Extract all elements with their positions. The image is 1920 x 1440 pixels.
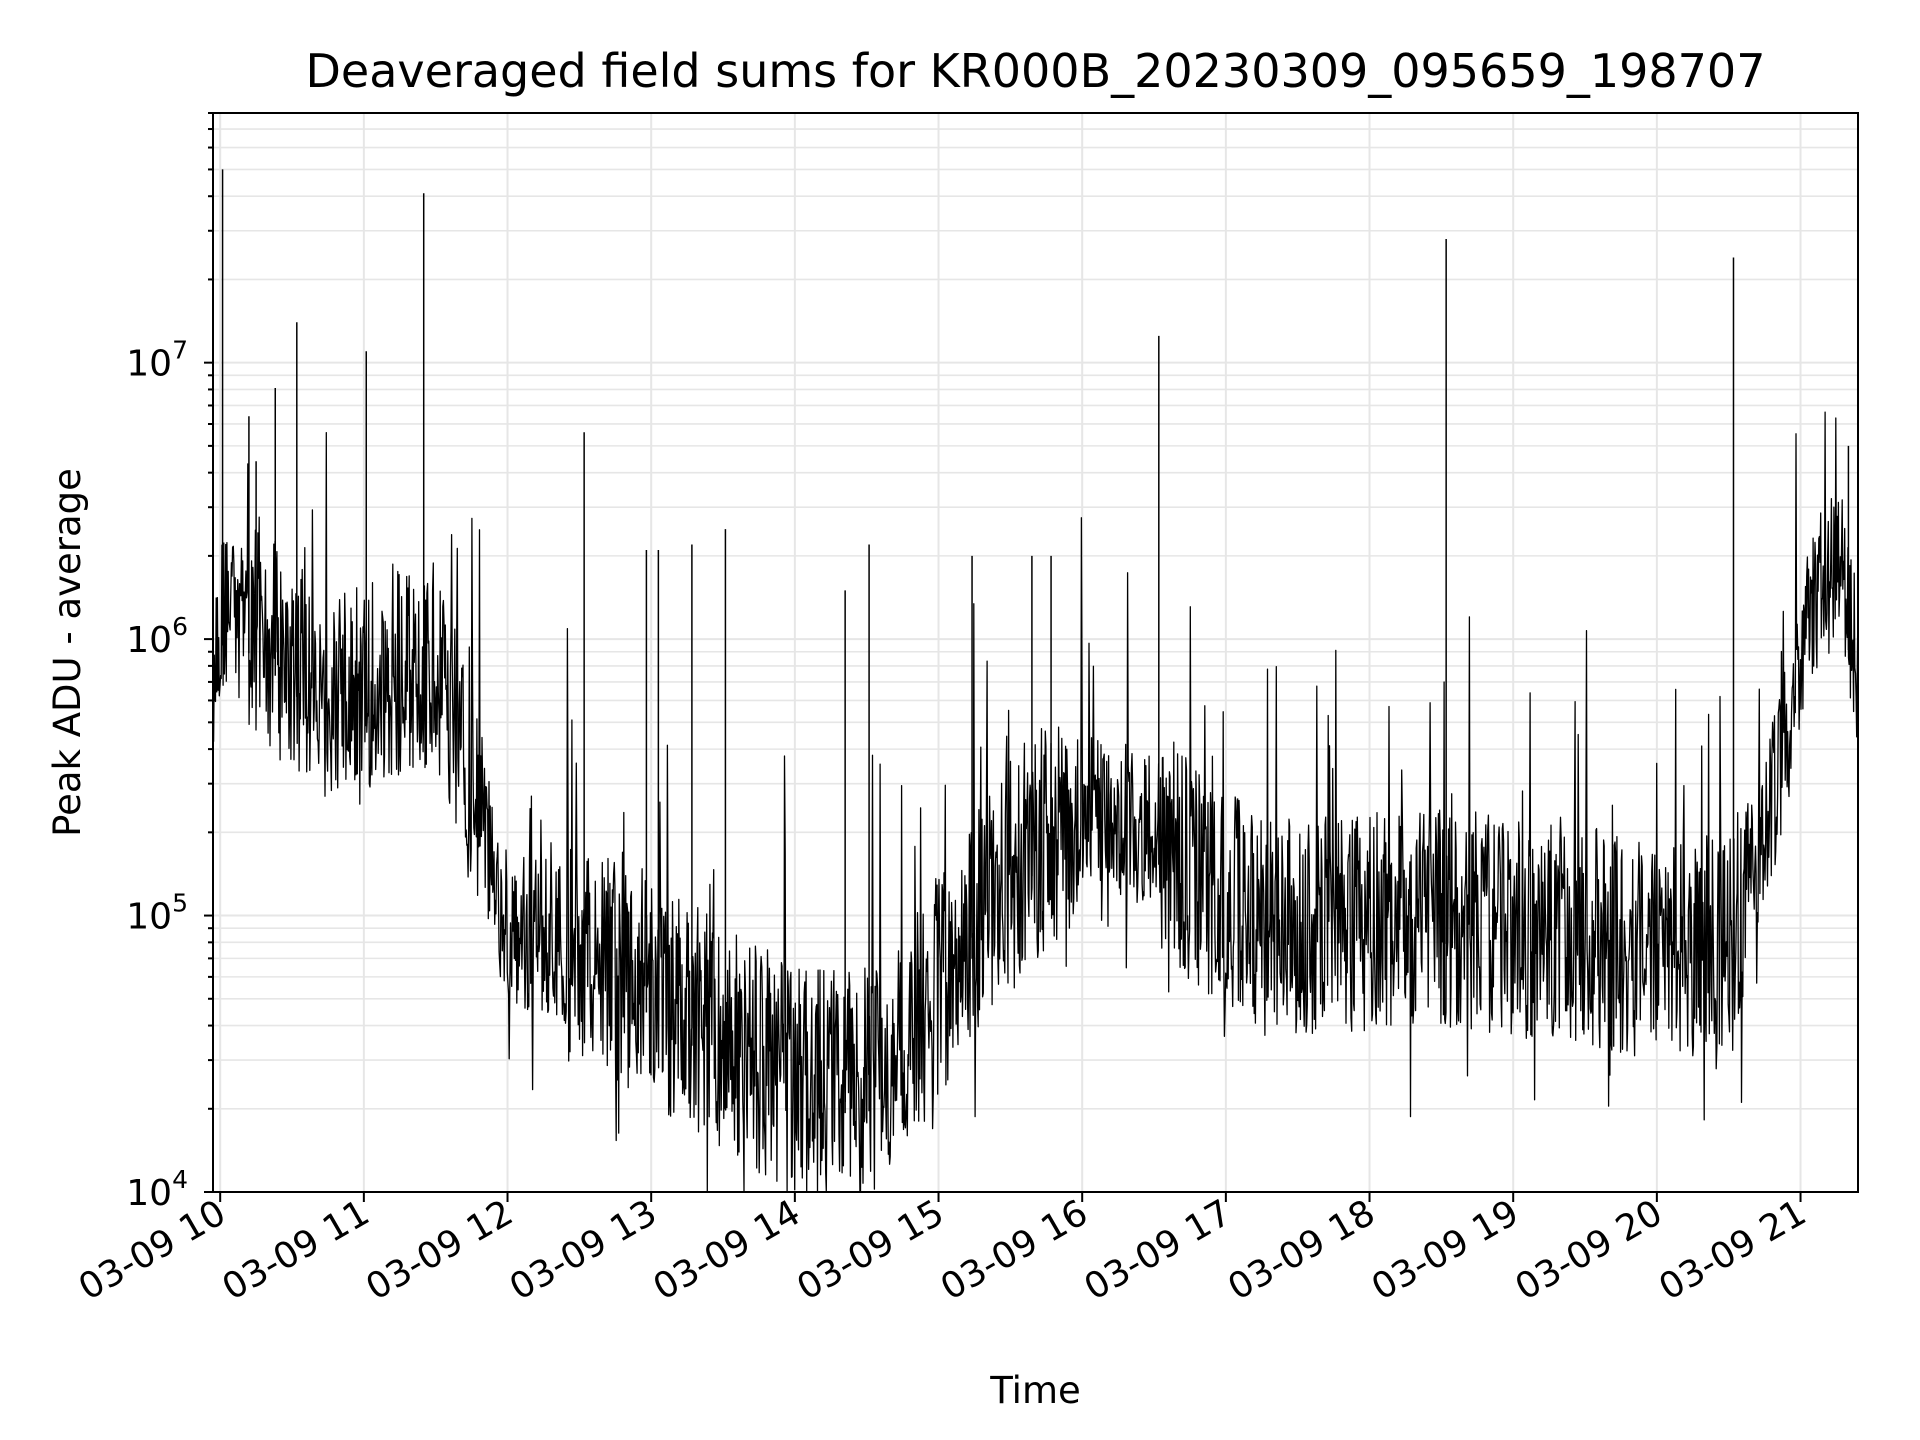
y-tick-label: 106 xyxy=(126,612,188,661)
y-tick-label: 104 xyxy=(126,1165,188,1214)
series-line xyxy=(212,411,1859,1192)
chart-title: Deaveraged field sums for KR000B_2023030… xyxy=(306,44,1766,98)
y-tick-label: 105 xyxy=(126,889,188,938)
y-tick-label: 107 xyxy=(126,336,188,385)
y-axis-label: Peak ADU - average xyxy=(46,468,89,837)
x-axis-label: Time xyxy=(989,1369,1081,1412)
data-area xyxy=(212,169,1859,1192)
